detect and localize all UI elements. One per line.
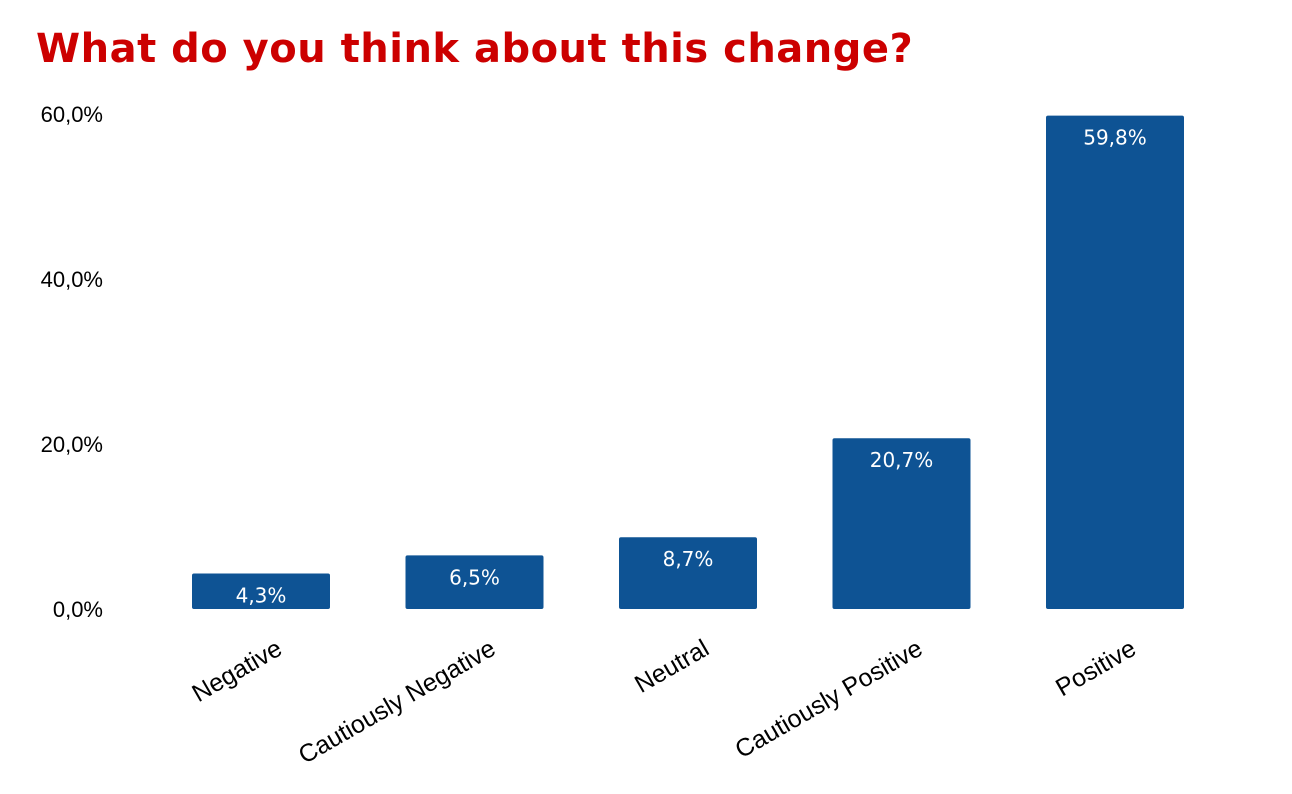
data-labels-group: 4,3% 6,5% 8,7% 20,7% 59,8%: [236, 126, 1147, 608]
category-label: Cautiously Negative: [294, 634, 501, 769]
x-axis-labels: Negative Cautiously Negative Neutral Cautio…: [187, 634, 1140, 769]
bar-negative: [192, 573, 330, 609]
bar-neutral: [619, 537, 757, 609]
category-label: Negative: [187, 634, 286, 708]
bar-cautiously-negative: [405, 555, 544, 609]
data-label: 20,7%: [870, 448, 934, 472]
bar-positive: [1046, 115, 1184, 610]
category-label: Cautiously Positive: [730, 634, 927, 764]
y-tick-label: 20,0%: [41, 432, 103, 457]
y-tick-label: 60,0%: [41, 102, 103, 127]
data-label: 6,5%: [449, 565, 500, 589]
category-label: Neutral: [630, 634, 714, 699]
bar-cautiously-positive: [832, 438, 971, 609]
data-label: 8,7%: [663, 547, 714, 571]
y-tick-label: 0,0%: [53, 597, 103, 622]
bars-group: [192, 115, 1184, 610]
chart-title: What do you think about this change?: [36, 26, 914, 72]
data-label: 4,3%: [236, 584, 287, 608]
data-label: 59,8%: [1083, 126, 1147, 150]
y-axis-ticks: 0,0% 20,0% 40,0% 60,0%: [41, 102, 103, 622]
y-tick-label: 40,0%: [41, 267, 103, 292]
category-label: Positive: [1051, 634, 1141, 702]
